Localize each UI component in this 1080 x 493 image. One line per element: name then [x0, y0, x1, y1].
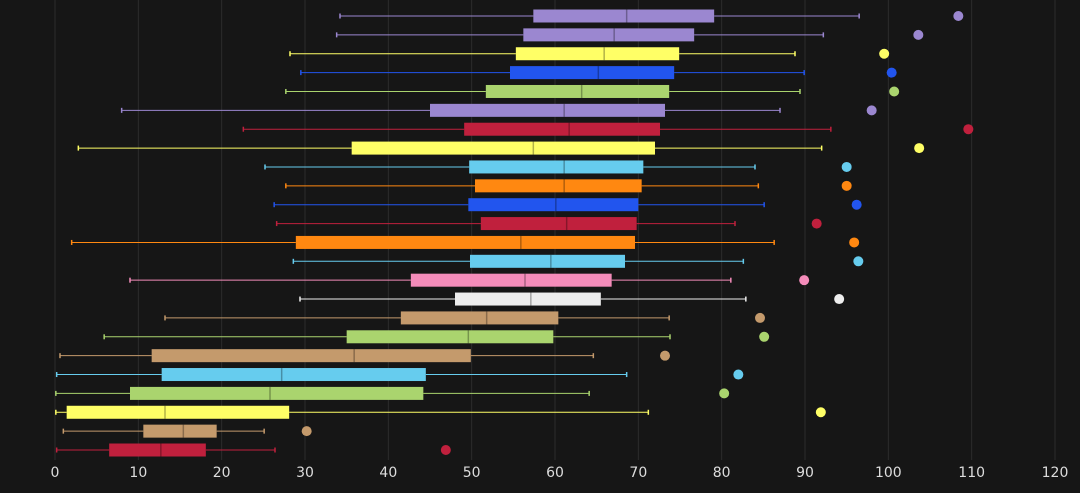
outlier	[834, 294, 845, 305]
box	[295, 235, 635, 249]
x-tick-label: 120	[1042, 465, 1069, 481]
outlier	[866, 105, 877, 116]
outlier	[759, 331, 770, 342]
outlier	[889, 86, 900, 97]
x-tick-label: 40	[379, 465, 397, 481]
x-tick-label: 20	[213, 465, 231, 481]
x-tick-label: 100	[875, 465, 902, 481]
box	[351, 141, 655, 155]
outlier	[953, 11, 964, 21]
outlier	[719, 388, 730, 399]
outlier	[963, 124, 974, 135]
box	[533, 9, 715, 23]
box	[468, 198, 639, 212]
x-tick-label: 10	[129, 465, 147, 481]
box	[66, 405, 290, 419]
outlier	[849, 237, 860, 248]
box	[515, 47, 680, 61]
outlier	[755, 312, 765, 323]
box	[470, 254, 625, 268]
box	[455, 292, 601, 306]
box	[464, 122, 660, 136]
box	[161, 368, 426, 382]
x-tick-label: 50	[463, 465, 481, 481]
box	[400, 311, 559, 325]
outlier	[815, 407, 826, 418]
outlier	[811, 218, 822, 229]
box	[143, 424, 217, 438]
box	[410, 273, 612, 287]
box	[469, 160, 644, 174]
x-tick-label: 110	[958, 465, 985, 481]
outlier	[440, 445, 451, 456]
outlier	[913, 29, 924, 40]
outlier	[853, 256, 864, 267]
box	[109, 443, 206, 457]
outlier	[886, 67, 897, 78]
box	[523, 28, 695, 42]
box	[346, 330, 554, 344]
outlier	[841, 161, 852, 172]
outlier	[851, 199, 862, 210]
x-tick-label: 0	[51, 465, 60, 481]
box	[485, 84, 670, 98]
outlier	[301, 426, 312, 437]
outlier	[914, 143, 925, 154]
box	[151, 349, 471, 363]
x-tick-label: 70	[629, 465, 647, 481]
outlier	[799, 275, 810, 286]
box	[480, 217, 637, 231]
x-tick-label: 80	[713, 465, 731, 481]
box	[130, 386, 424, 400]
x-tick-label: 90	[796, 465, 814, 481]
box	[430, 103, 665, 117]
box	[475, 179, 642, 193]
box	[510, 66, 675, 80]
outlier	[733, 369, 744, 380]
x-tick-label: 30	[296, 465, 314, 481]
outlier	[879, 48, 890, 59]
outlier	[660, 350, 670, 361]
outlier	[841, 180, 852, 191]
x-tick-label: 60	[546, 465, 564, 481]
